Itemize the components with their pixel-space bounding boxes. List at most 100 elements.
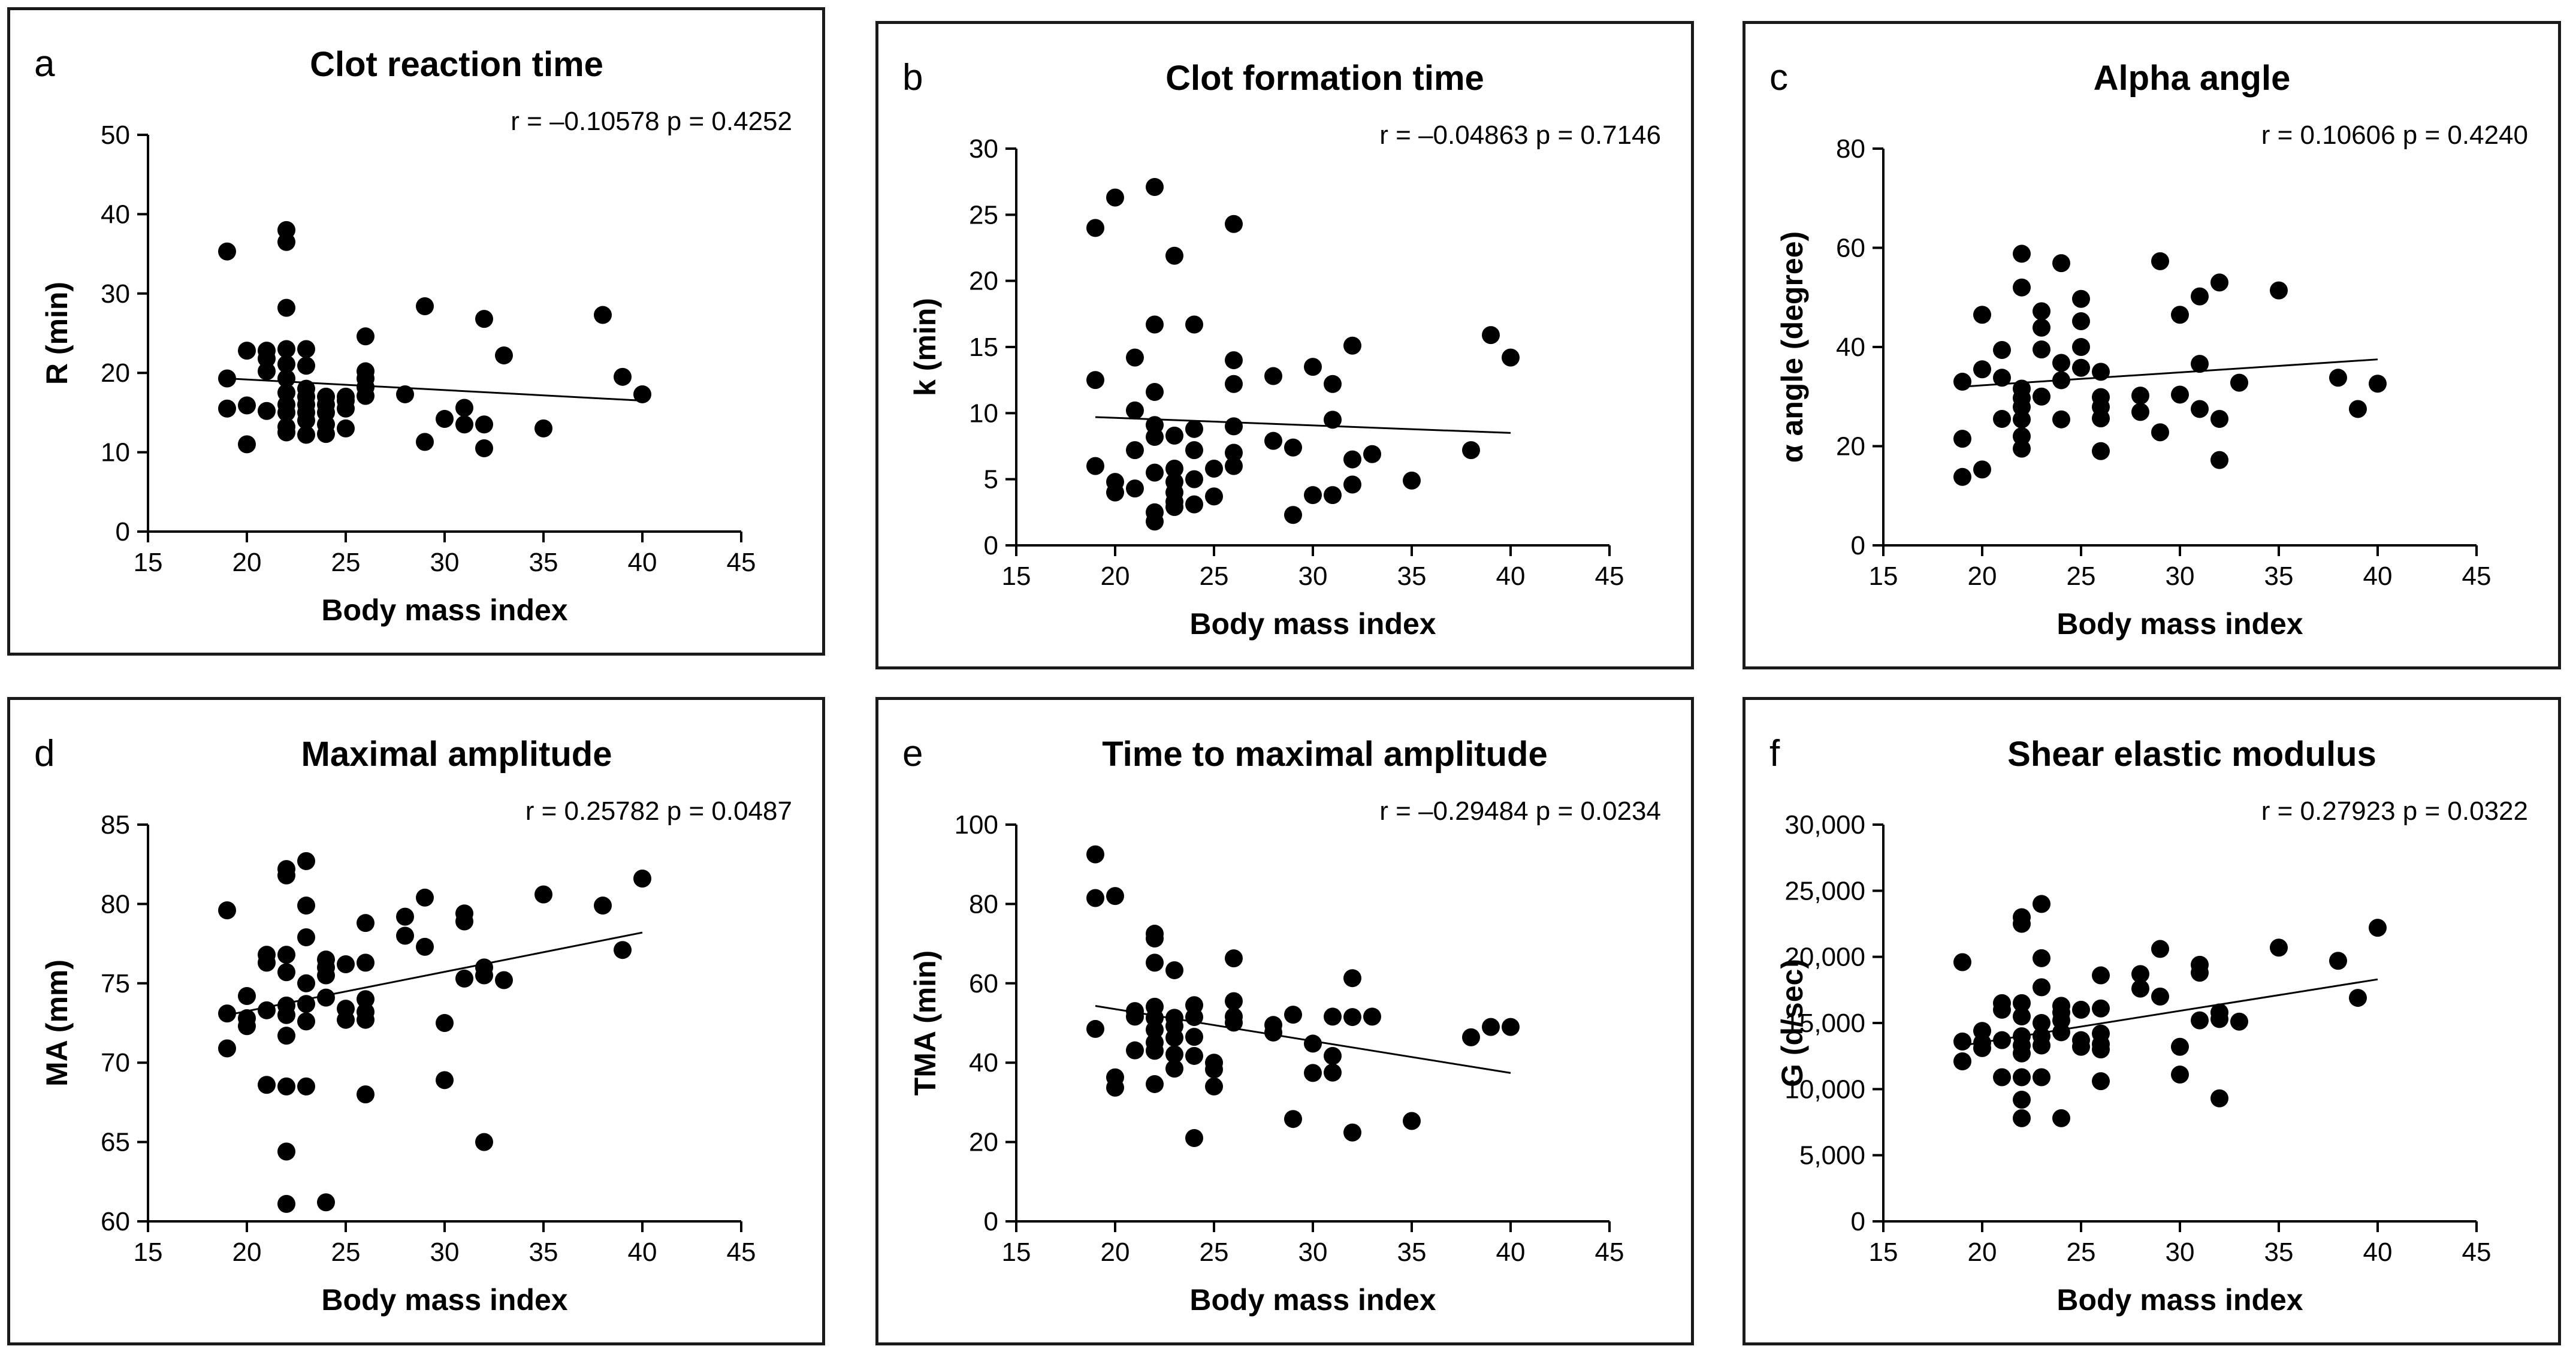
x-tick-label: 40 — [1496, 1238, 1526, 1267]
data-point — [1185, 1028, 1203, 1046]
data-point — [1324, 486, 1342, 505]
correlation-stat: r = 0.25782 p = 0.0487 — [526, 796, 792, 826]
data-point — [1126, 1041, 1144, 1060]
data-point — [277, 369, 295, 388]
data-point — [1284, 1110, 1302, 1128]
regression-line — [227, 377, 643, 402]
data-point — [416, 297, 434, 315]
data-point — [297, 425, 315, 444]
data-point — [2191, 287, 2209, 306]
panel-b: b Clot formation time r = –0.04863 p = 0.7… — [875, 21, 1694, 669]
y-tick-label: 70 — [101, 1048, 130, 1078]
data-point — [297, 974, 315, 992]
data-point — [475, 439, 493, 457]
data-point — [534, 885, 552, 904]
y-tick-label: 40 — [1836, 333, 1865, 362]
data-point — [2092, 442, 2110, 460]
data-point — [2131, 965, 2149, 983]
data-point — [337, 1010, 355, 1029]
data-point — [297, 897, 315, 915]
correlation-stat: r = –0.04863 p = 0.7146 — [1379, 120, 1661, 150]
panel-letter: c — [1769, 57, 1788, 98]
y-tick-label: 20 — [969, 267, 998, 296]
y-tick-label: 20 — [969, 1128, 998, 1157]
data-point — [1973, 306, 1991, 324]
y-tick-label: 10 — [969, 399, 998, 428]
data-point — [297, 357, 315, 375]
data-point — [1993, 1068, 2011, 1087]
data-point — [1343, 475, 1361, 494]
x-tick-label: 25 — [1200, 1238, 1229, 1267]
data-point — [2369, 375, 2387, 393]
x-tick-label: 35 — [1397, 562, 1427, 591]
y-axis-label: TMA (min) — [908, 950, 942, 1096]
data-point — [1304, 358, 1322, 376]
y-tick-label: 5 — [984, 465, 998, 494]
chart-title: Clot reaction time — [310, 45, 603, 84]
data-point — [455, 415, 473, 434]
data-point — [1264, 431, 1282, 450]
data-point — [2033, 1036, 2050, 1055]
data-point — [1146, 177, 1164, 196]
data-point — [495, 346, 513, 365]
data-point — [1264, 367, 1282, 385]
data-point — [1343, 336, 1361, 355]
data-point — [1205, 1060, 1223, 1079]
data-point — [258, 953, 276, 972]
x-tick-label: 25 — [331, 548, 361, 577]
chart-svg: e Time to maximal amplitude r = –0.29484 p… — [902, 733, 1661, 1317]
data-point — [277, 1194, 295, 1213]
data-point — [2052, 1109, 2070, 1127]
chart-title: Shear elastic modulus — [2007, 735, 2376, 774]
data-point — [2349, 989, 2367, 1007]
data-point — [1086, 889, 1104, 907]
data-point — [1363, 1007, 1381, 1026]
x-tick-label: 25 — [1200, 562, 1229, 591]
regression-line — [1095, 1005, 1511, 1074]
y-tick-label: 30,000 — [1784, 810, 1865, 840]
x-tick-label: 15 — [134, 548, 163, 577]
data-point — [396, 385, 414, 403]
data-point — [317, 1193, 335, 1212]
x-tick-label: 45 — [2462, 1238, 2492, 1267]
data-point — [416, 937, 434, 956]
data-point — [1146, 315, 1164, 334]
data-point — [1973, 460, 1991, 479]
data-point — [258, 1001, 276, 1019]
data-point — [1225, 417, 1243, 436]
data-point — [633, 385, 651, 403]
x-tick-label: 30 — [1298, 1238, 1328, 1267]
data-point — [297, 852, 315, 870]
data-point — [1165, 246, 1183, 265]
data-point — [2033, 340, 2050, 359]
data-point — [297, 1077, 315, 1096]
data-point — [534, 419, 552, 437]
data-point — [2072, 1037, 2090, 1056]
panel-e: e Time to maximal amplitude r = –0.29484 p… — [875, 697, 1694, 1345]
data-point — [297, 340, 315, 358]
x-tick-label: 15 — [1002, 562, 1031, 591]
data-point — [277, 1077, 295, 1096]
data-point — [1502, 348, 1520, 367]
data-point — [1106, 887, 1124, 906]
data-point — [277, 1142, 295, 1161]
data-point — [2131, 403, 2149, 421]
data-point — [2092, 966, 2110, 985]
data-point — [2013, 278, 2031, 297]
data-point — [1146, 428, 1164, 446]
data-point — [1324, 1046, 1342, 1065]
chart-title: Maximal amplitude — [301, 735, 612, 774]
data-point — [2151, 423, 2169, 442]
x-tick-label: 40 — [2363, 562, 2393, 591]
y-tick-label: 20 — [1836, 432, 1865, 461]
data-point — [2210, 1089, 2228, 1107]
data-point — [2191, 964, 2209, 982]
data-point — [2151, 940, 2169, 958]
data-point — [436, 409, 454, 428]
data-point — [475, 310, 493, 328]
data-point — [2013, 1007, 2031, 1025]
data-point — [1126, 348, 1144, 367]
data-point — [2210, 1010, 2228, 1028]
data-point — [2052, 1023, 2070, 1042]
data-point — [475, 415, 493, 434]
